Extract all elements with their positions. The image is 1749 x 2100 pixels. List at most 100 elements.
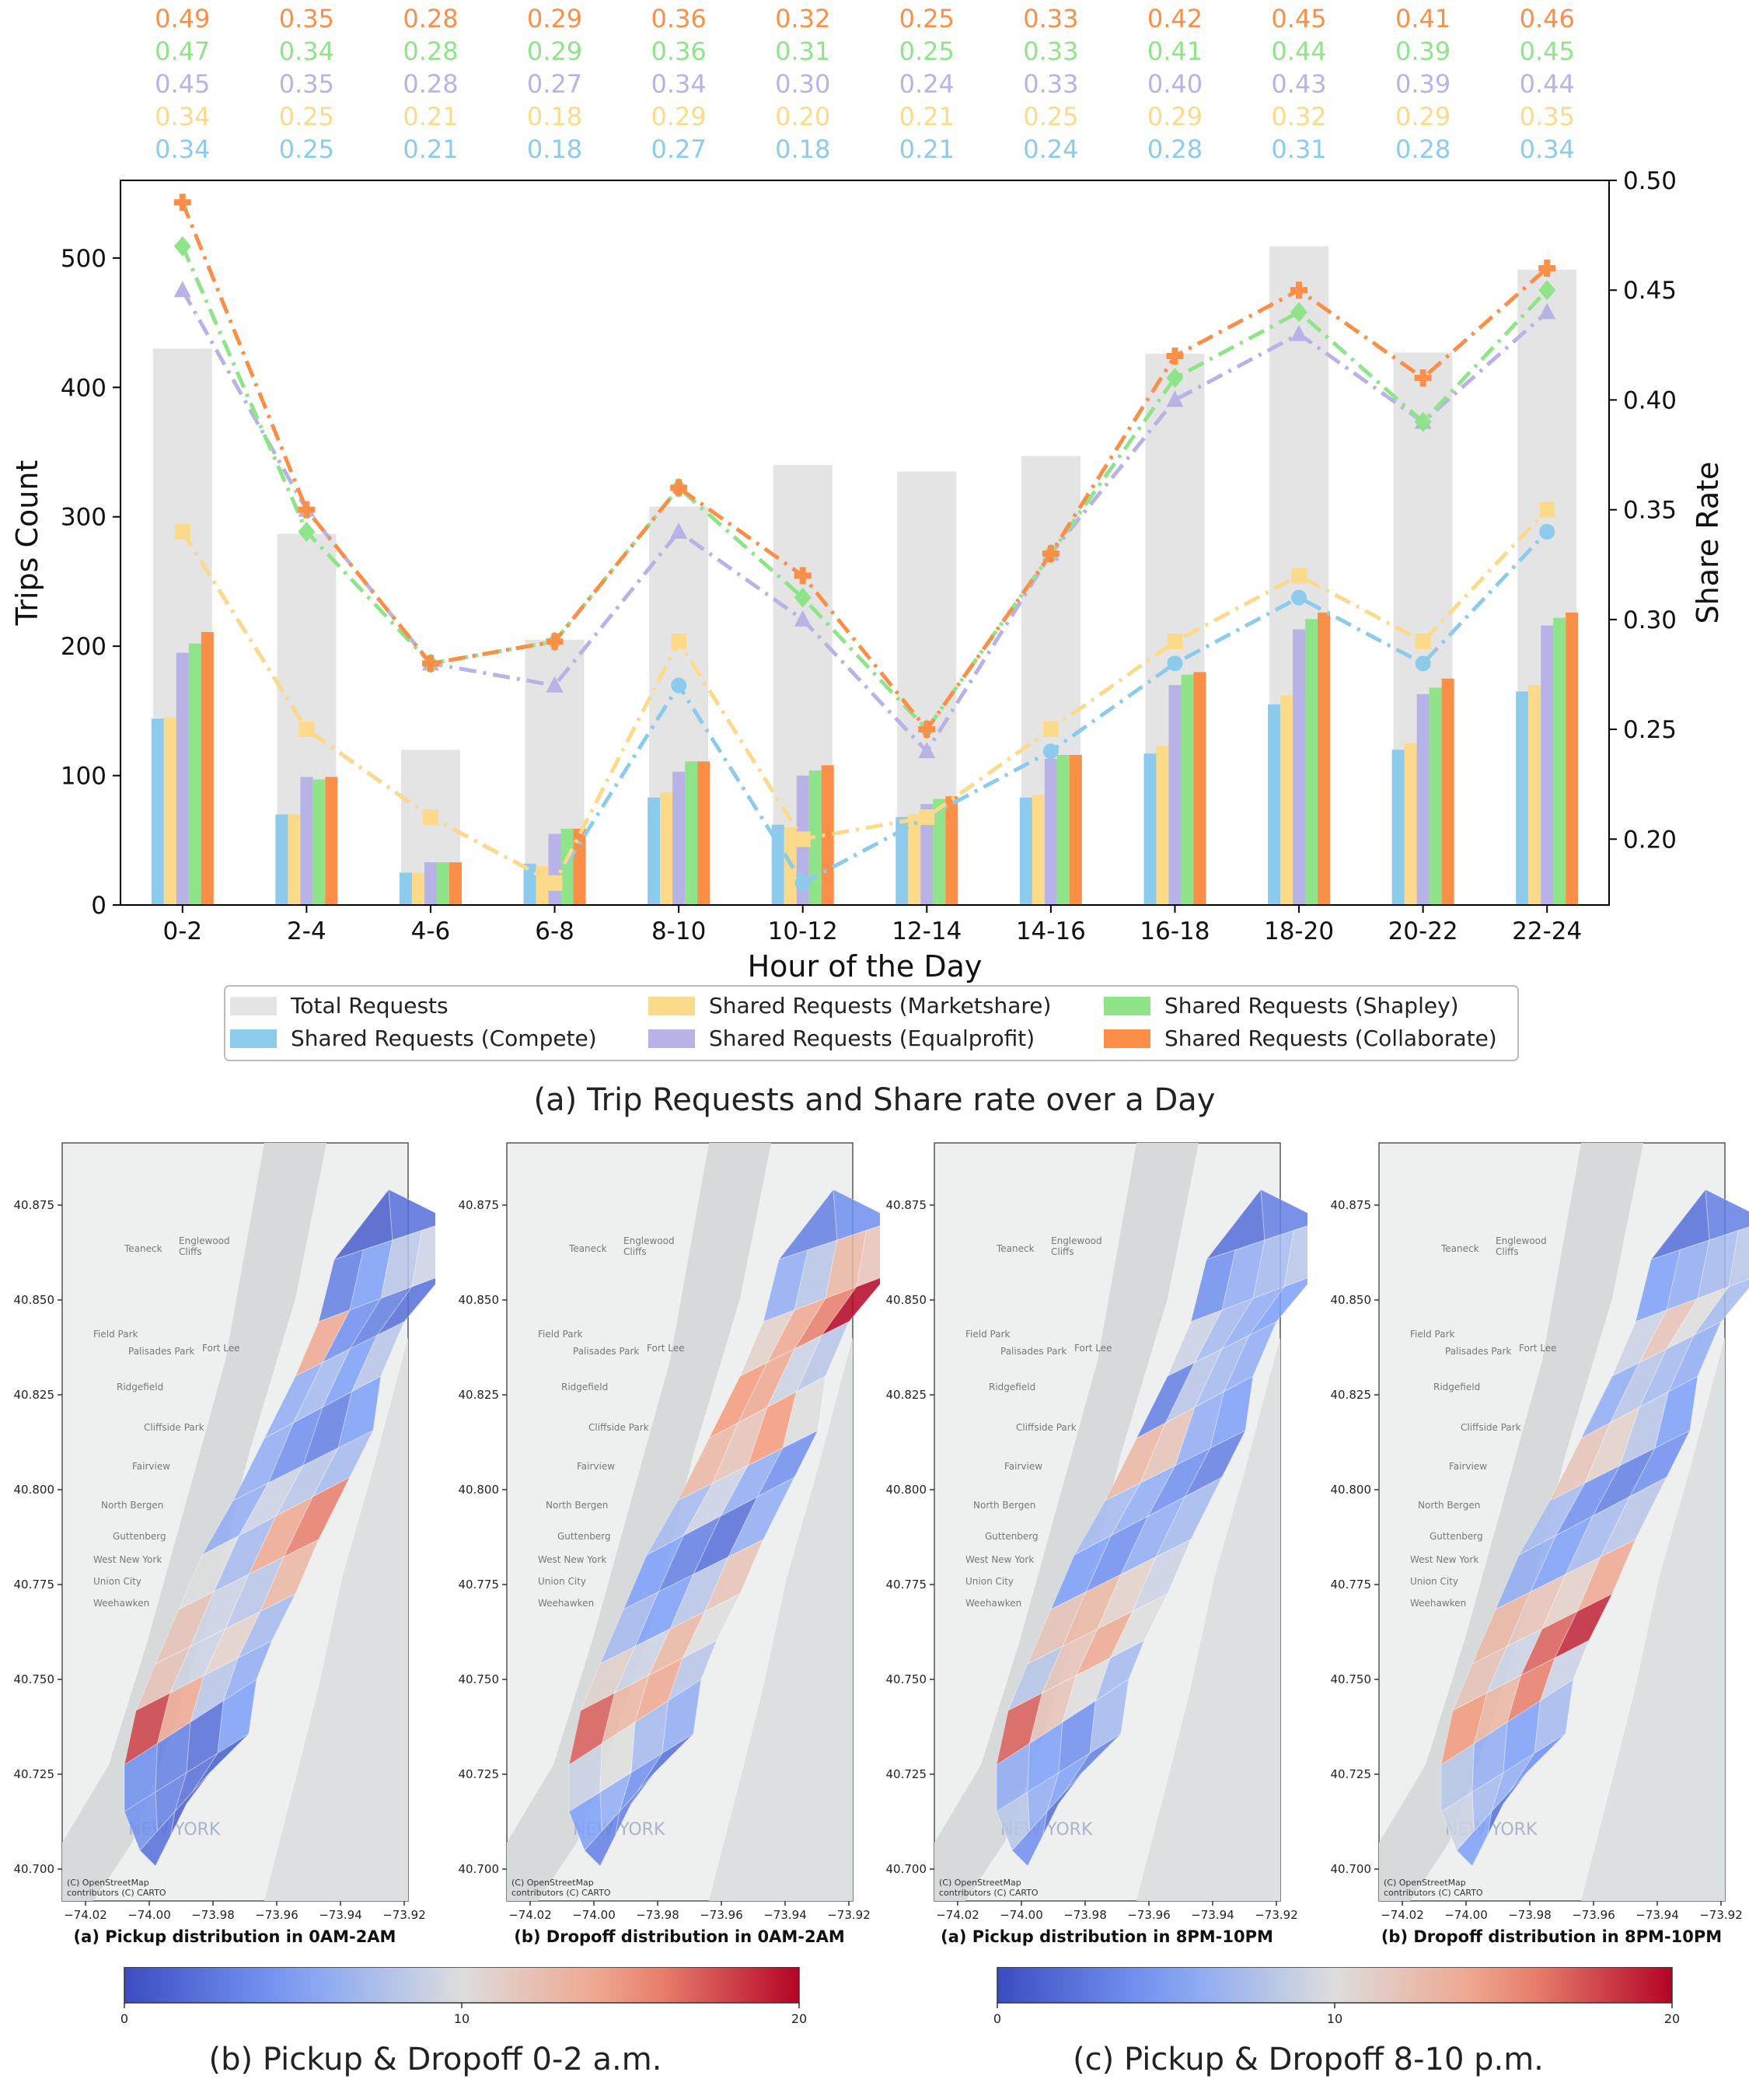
share-label-equalprofit-0: 0.45 xyxy=(155,69,210,99)
share-label-compete-10: 0.28 xyxy=(1395,135,1451,164)
colorbar-tick-label: 20 xyxy=(1664,2011,1680,2026)
marker-collaborate-11 xyxy=(1538,259,1556,277)
marker-collaborate-6 xyxy=(918,721,936,739)
place-label: Palisades Park xyxy=(128,1346,194,1357)
line-shapley xyxy=(180,245,1549,733)
map-ytick-label: 40.875 xyxy=(1331,1198,1372,1212)
attribution-line-1: (C) OpenStreetMap xyxy=(67,1878,149,1888)
map-ytick-label: 40.750 xyxy=(1331,1672,1372,1686)
bar-compete-6 xyxy=(895,816,909,905)
share-label-shapley-11: 0.45 xyxy=(1520,37,1575,66)
y2tick-label: 0.30 xyxy=(1623,606,1677,634)
map-ytick-label: 40.700 xyxy=(886,1862,927,1876)
map-ytick-label: 40.725 xyxy=(14,1767,55,1781)
marker-collaborate-5 xyxy=(794,567,812,585)
bar-equalprofit-2 xyxy=(424,862,437,905)
place-label: Guttenberg xyxy=(113,1531,166,1542)
place-label: Teaneck xyxy=(568,1243,607,1254)
marker-shapley-9 xyxy=(1290,302,1308,323)
marker-shapley-8 xyxy=(1166,368,1184,389)
legend-label-total: Total Requests xyxy=(290,993,449,1019)
share-label-marketshare-7: 0.25 xyxy=(1023,102,1078,131)
map-ytick-label: 40.725 xyxy=(1331,1767,1372,1781)
marker-marketshare-7 xyxy=(1042,722,1059,738)
legend-swatch-equalprofit xyxy=(648,1029,695,1048)
y2tick-label: 0.45 xyxy=(1623,277,1677,305)
place-label: Teaneck xyxy=(996,1243,1035,1254)
district-cell xyxy=(411,1225,435,1288)
map-ytick-label: 40.775 xyxy=(886,1578,927,1592)
place-label: Field Park xyxy=(965,1329,1010,1340)
marker-equalprofit-9 xyxy=(1290,324,1308,341)
place-label: Cliffs xyxy=(623,1246,647,1257)
map-ytick-label: 40.825 xyxy=(459,1388,500,1402)
marker-collaborate-9 xyxy=(1290,281,1308,299)
bar-marketshare-10 xyxy=(1404,743,1417,905)
map-xtick-label: −74.00 xyxy=(1000,1908,1043,1922)
share-label-equalprofit-5: 0.30 xyxy=(775,69,830,99)
map-xtick-label: −73.94 xyxy=(1636,1908,1679,1922)
map-xtick-label: −73.96 xyxy=(255,1908,298,1922)
share-label-compete-6: 0.21 xyxy=(899,135,955,164)
place-label: Fort Lee xyxy=(1074,1343,1112,1354)
place-label: Englewood xyxy=(1496,1235,1547,1246)
marker-marketshare-3 xyxy=(546,875,563,891)
place-label: West New York xyxy=(1410,1554,1478,1565)
marker-shapley-10 xyxy=(1414,411,1432,432)
map-xtick-label: −73.96 xyxy=(1127,1908,1171,1922)
legend-label-marketshare: Shared Requests (Marketshare) xyxy=(709,993,1051,1019)
map-ytick-label: 40.850 xyxy=(886,1293,927,1307)
share-label-shapley-10: 0.39 xyxy=(1395,37,1451,66)
line-marketshare xyxy=(180,508,1549,886)
share-label-equalprofit-7: 0.33 xyxy=(1023,69,1078,99)
share-label-shapley-4: 0.36 xyxy=(651,37,707,66)
map-ytick-label: 40.800 xyxy=(886,1483,927,1497)
bar-shapley-6 xyxy=(933,798,946,905)
bar-equalprofit-7 xyxy=(1044,758,1057,905)
map-ytick-label: 40.750 xyxy=(459,1672,500,1686)
bar-shapley-8 xyxy=(1181,674,1194,905)
marker-marketshare-1 xyxy=(298,722,315,738)
marker-shapley-1 xyxy=(298,521,316,542)
share-label-marketshare-2: 0.21 xyxy=(403,102,458,131)
share-label-compete-9: 0.31 xyxy=(1271,135,1326,164)
ytick-label: 0 xyxy=(91,892,106,920)
east-river xyxy=(264,1337,408,1901)
place-label: Cliffs xyxy=(1496,1246,1519,1257)
place-label: Field Park xyxy=(1410,1329,1454,1340)
bar-marketshare-4 xyxy=(660,792,673,905)
xtick-label-5: 10-12 xyxy=(768,917,838,945)
share-label-collaborate-0: 0.49 xyxy=(155,4,210,33)
place-label: Teaneck xyxy=(124,1243,162,1254)
place-label: Ridgefield xyxy=(1433,1382,1480,1392)
place-label: West New York xyxy=(93,1554,162,1565)
attribution-line-2: contributors (C) CARTO xyxy=(939,1888,1039,1898)
bar-compete-2 xyxy=(399,872,412,905)
xtick-label-10: 20-22 xyxy=(1388,917,1458,945)
share-label-shapley-8: 0.41 xyxy=(1147,37,1203,66)
map-ytick-label: 40.725 xyxy=(459,1767,500,1781)
place-label: Cliffside Park xyxy=(1016,1422,1077,1433)
xtick-label-11: 22-24 xyxy=(1512,917,1582,945)
place-label: Ridgefield xyxy=(117,1382,163,1392)
place-label: North Bergen xyxy=(546,1500,608,1511)
place-label: North Bergen xyxy=(101,1500,163,1511)
ytick-label: 100 xyxy=(61,763,106,791)
map-ytick-label: 40.875 xyxy=(886,1198,927,1212)
map-xtick-label: −73.92 xyxy=(1255,1908,1298,1922)
marker-marketshare-8 xyxy=(1167,634,1183,650)
marker-collaborate-2 xyxy=(421,655,439,673)
place-label: Weehawken xyxy=(1410,1598,1466,1609)
marker-collaborate-4 xyxy=(670,479,688,497)
line-collaborate xyxy=(180,201,1548,733)
bar-compete-7 xyxy=(1019,797,1032,905)
marker-marketshare-10 xyxy=(1415,634,1431,650)
marker-marketshare-2 xyxy=(422,809,438,826)
bar-equalprofit-6 xyxy=(920,804,934,905)
line-compete xyxy=(180,530,1549,886)
map-xtick-label: −73.96 xyxy=(700,1908,743,1922)
place-label: Fairview xyxy=(1449,1461,1487,1472)
share-label-marketshare-0: 0.34 xyxy=(155,102,210,131)
bar-shapley-2 xyxy=(436,862,449,905)
